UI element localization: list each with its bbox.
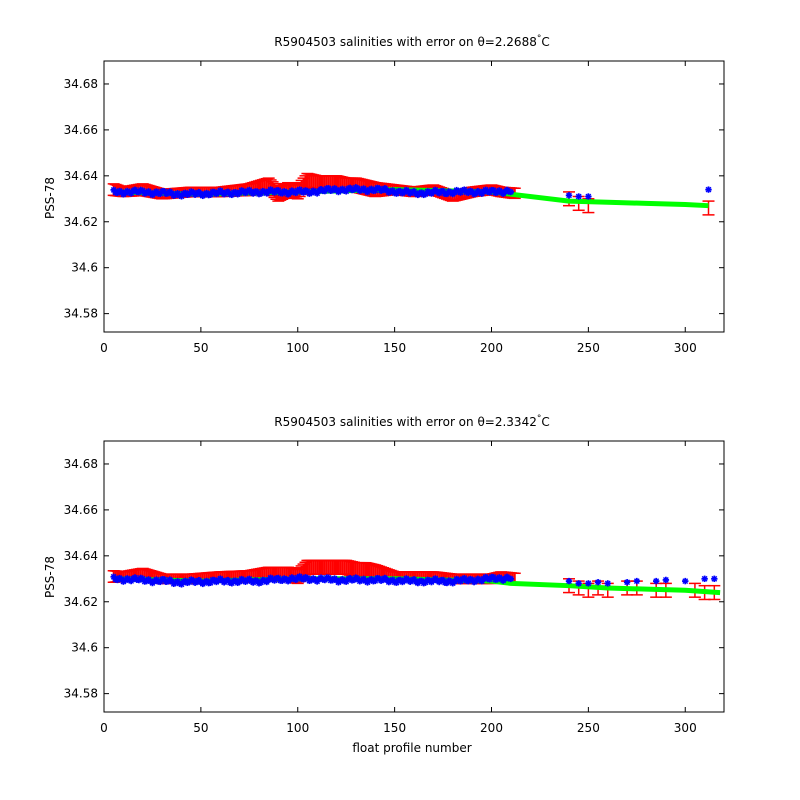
y-tick-label: 34.68: [64, 457, 98, 471]
data-point: [585, 580, 592, 587]
x-axis-label: float profile number: [352, 741, 471, 755]
y-tick-label: 34.6: [71, 261, 98, 275]
x-tick-label: 50: [193, 721, 208, 735]
calibrated-points-series: [110, 573, 718, 588]
y-tick-label: 34.58: [64, 687, 98, 701]
data-point: [652, 577, 660, 585]
x-tick-label: 0: [100, 721, 108, 735]
x-tick-label: 300: [674, 721, 697, 735]
x-tick-label: 100: [286, 721, 309, 735]
bottom-plot-ylabel: PSS-78: [43, 556, 57, 598]
calibrated-points-series: [110, 184, 712, 200]
data-point: [623, 579, 631, 586]
top-plot-title: R5904503 salinities with error on θ=2.26…: [274, 34, 549, 49]
y-tick-label: 34.68: [64, 77, 98, 91]
data-point: [604, 580, 611, 587]
top-plot-marks: [107, 172, 715, 216]
data-point: [575, 580, 582, 587]
data-point: [633, 577, 641, 585]
bottom-plot-title: R5904503 salinities with error on θ=2.33…: [274, 414, 549, 429]
x-tick-label: 200: [480, 721, 503, 735]
x-tick-label: 300: [674, 341, 697, 355]
x-tick-label: 200: [480, 341, 503, 355]
bottom-plot-ticks: 0 50 100 150 200 250 300 34.58 34.6 34.62 34.64 34.…: [64, 441, 724, 735]
data-point: [594, 579, 602, 586]
data-point: [682, 577, 689, 585]
data-point: [565, 577, 573, 585]
data-point: [705, 186, 712, 193]
data-point: [711, 575, 718, 582]
data-point: [575, 193, 582, 200]
data-point: [507, 188, 515, 196]
top-plot-axes-box: [103, 60, 725, 333]
x-tick-label: 50: [193, 341, 208, 355]
y-tick-label: 34.64: [64, 549, 98, 563]
x-tick-label: 150: [383, 341, 406, 355]
y-tick-label: 34.62: [64, 595, 98, 609]
y-tick-label: 34.62: [64, 215, 98, 229]
y-tick-label: 34.66: [64, 503, 98, 517]
x-tick-label: 0: [100, 341, 108, 355]
data-point: [585, 193, 592, 200]
data-point: [507, 575, 515, 583]
data-point: [565, 192, 573, 199]
y-tick-label: 34.66: [64, 123, 98, 137]
top-plot-ylabel: PSS-78: [43, 177, 57, 219]
y-tick-label: 34.58: [64, 307, 98, 321]
top-plot-panel: R5904503 salinities with error on θ=2.26…: [43, 34, 725, 355]
top-plot-ticks: 0 50 100 150 200 250 300 34.58 34.6 34.62 34.64 34.…: [64, 61, 724, 355]
y-tick-label: 34.64: [64, 169, 98, 183]
bottom-plot-axes-box: [103, 440, 725, 713]
y-tick-label: 34.6: [71, 641, 98, 655]
data-point: [701, 575, 708, 582]
data-point: [662, 576, 670, 584]
x-tick-label: 100: [286, 341, 309, 355]
x-tick-label: 150: [383, 721, 406, 735]
x-tick-label: 250: [577, 721, 600, 735]
bottom-plot-marks: [107, 559, 721, 601]
bottom-plot-panel: R5904503 salinities with error on θ=2.33…: [43, 414, 725, 755]
x-tick-label: 250: [577, 341, 600, 355]
